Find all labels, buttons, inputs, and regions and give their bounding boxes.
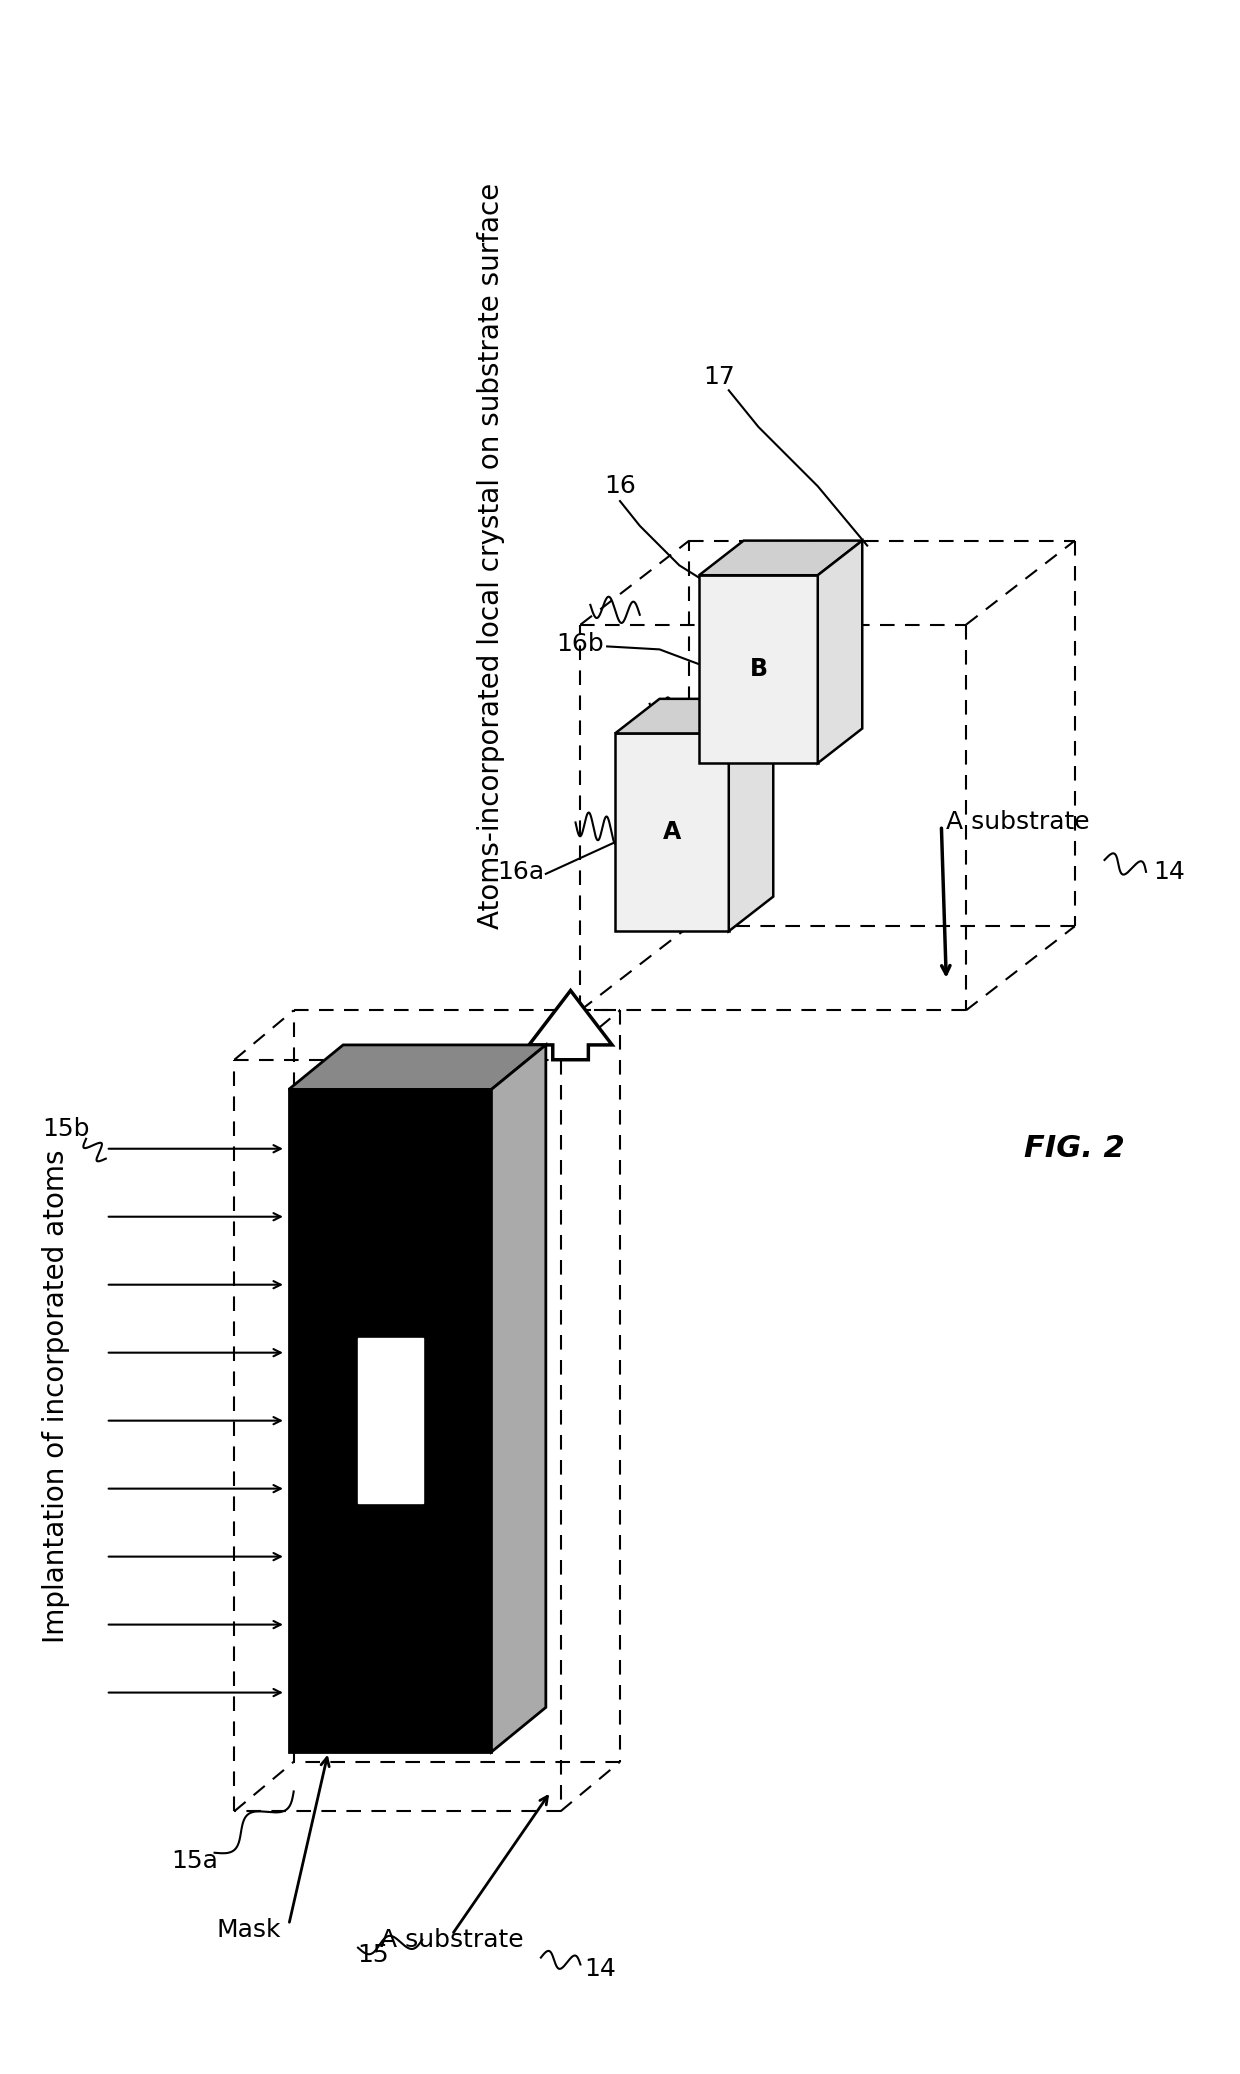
- Text: 16: 16: [604, 475, 636, 498]
- Text: A: A: [663, 821, 681, 844]
- Polygon shape: [615, 734, 729, 931]
- Text: 14: 14: [1153, 861, 1184, 884]
- Polygon shape: [615, 699, 774, 734]
- Polygon shape: [699, 574, 817, 763]
- Text: 16b: 16b: [557, 633, 604, 657]
- Text: 15: 15: [357, 1943, 388, 1966]
- Polygon shape: [289, 1089, 491, 1753]
- Text: 17: 17: [703, 365, 735, 390]
- Text: 15b: 15b: [42, 1118, 91, 1141]
- Text: 15a: 15a: [171, 1848, 218, 1873]
- Polygon shape: [289, 1045, 546, 1089]
- Text: 16a: 16a: [497, 861, 544, 884]
- Polygon shape: [357, 1338, 423, 1504]
- Text: Atoms-incorporated local crystal on substrate surface: Atoms-incorporated local crystal on subs…: [477, 183, 506, 929]
- Text: B: B: [749, 657, 768, 680]
- Text: A substrate: A substrate: [381, 1927, 523, 1952]
- Text: 14: 14: [584, 1958, 616, 1981]
- Text: Mask: Mask: [217, 1918, 281, 1941]
- Polygon shape: [529, 991, 613, 1060]
- Text: A substrate: A substrate: [946, 811, 1090, 834]
- Polygon shape: [491, 1045, 546, 1753]
- Polygon shape: [699, 541, 862, 574]
- Text: FIG. 2: FIG. 2: [1024, 1134, 1125, 1164]
- Text: Implantation of incorporated atoms: Implantation of incorporated atoms: [42, 1149, 71, 1643]
- Polygon shape: [729, 699, 774, 931]
- Polygon shape: [817, 541, 862, 763]
